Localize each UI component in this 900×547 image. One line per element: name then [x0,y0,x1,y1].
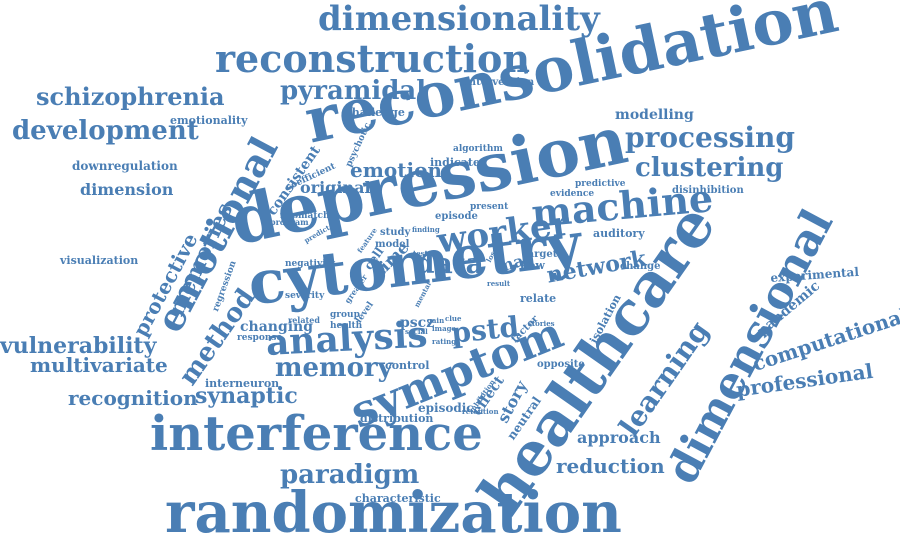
word-clue: clue [445,314,462,323]
word-data: data [415,247,484,280]
word-test: test [413,249,428,258]
word-approach: approach [577,428,661,447]
word-flow: flow [520,259,545,272]
word-modelling: modelling [615,107,694,123]
word-predictive: predictive [575,179,626,189]
word-recognition: recognition [68,386,198,410]
word-reconstruction: reconstruction [215,36,531,81]
word-reduction: reduction [556,454,665,478]
word-paradigm: paradigm [280,460,420,490]
word-change: change [620,261,661,272]
word-relate: relate [520,292,557,305]
word-disinhibition: disinhibition [672,185,744,196]
word-stories: stories [528,319,555,328]
word-episodic: episodic [418,401,474,415]
word-episode: episode [435,211,478,222]
word-rating: rating [432,337,457,346]
word-clustering: clustering [635,153,784,183]
word-present: present [470,202,509,212]
word-image: image [432,324,456,333]
word-distribution: distribution [360,412,434,425]
word-emotion: emotion [350,158,442,182]
word-program: program [270,217,309,227]
word-model: model [375,239,410,250]
word-algorithm: algorithm [453,144,503,154]
word-vulnerability: vulnerability [0,333,157,359]
word-group: group [330,310,360,320]
word-indicate: indicate [430,156,480,169]
word-interference: interference [150,406,483,462]
word-downregulation: downregulation [72,159,178,173]
word-multivariate: multivariate [30,353,168,377]
word-randomization: randomization [165,480,622,546]
word-health: health [330,321,363,331]
word-intervention: intervention [465,77,535,88]
word-opposite: opposite [537,359,585,370]
word-interneuron: interneuron [205,377,280,390]
word-dimension: dimension [80,180,174,199]
word-target: target [523,249,558,260]
word-schizophrenia: schizophrenia [36,82,225,111]
word-characteristic: characteristic [355,492,441,505]
word-negativity: negativity [285,259,336,269]
word-gain: gain [427,316,445,325]
word-evidence: evidence [550,189,595,199]
word-changing: changing [240,319,314,335]
word-synaptic: synaptic [195,383,298,409]
word-study: study [380,227,411,238]
word-emotionality: emotionality [170,114,248,127]
word-auditory: auditory [593,227,645,240]
word-severity: severity [285,291,325,301]
word-dimensionality: dimensionality [318,0,600,39]
word-challenge: challenge [345,106,405,119]
word-processing: processing [625,121,795,154]
word-control: control [385,359,430,372]
word-development: development [12,116,199,146]
word-pscz: pscz [400,315,435,331]
word-visualization: visualization [60,254,139,267]
word-response: response [237,333,283,343]
word-original: original [300,178,371,197]
word-related: related [288,315,320,325]
word-finding: finding [412,225,440,234]
word-result: result [487,279,511,288]
word-pyramidal: pyramidal [280,76,427,106]
word-mismatch: mismatch [280,211,330,221]
word-memory: memory [275,353,393,383]
word-social: social [405,327,428,336]
word-retention: retention [462,407,499,416]
